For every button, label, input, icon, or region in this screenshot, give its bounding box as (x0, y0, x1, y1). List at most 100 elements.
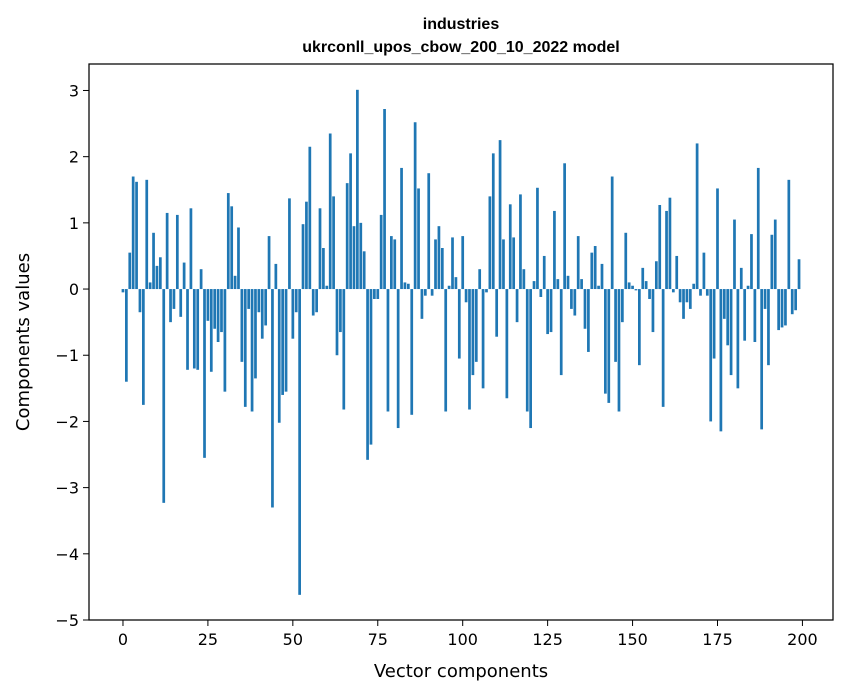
bar-67 (349, 153, 352, 290)
bar-99 (457, 289, 461, 359)
bar-78 (386, 289, 390, 412)
bar-101 (464, 289, 468, 303)
bar-22 (196, 289, 200, 370)
bar-156 (651, 289, 655, 333)
bar-83 (403, 282, 407, 290)
plot-frame (88, 63, 834, 621)
bar-148 (624, 232, 628, 290)
bar-147 (621, 289, 624, 323)
bar-48 (284, 289, 288, 392)
bar-98 (454, 277, 458, 290)
bar-75 (376, 289, 380, 299)
bar-4 (135, 181, 138, 290)
bar-55 (308, 146, 312, 290)
bar-66 (345, 183, 349, 290)
bar-30 (223, 289, 227, 392)
bar-180 (733, 219, 736, 290)
bar-3 (131, 176, 135, 290)
bar-170 (699, 289, 702, 296)
bar-64 (339, 289, 342, 333)
bar-153 (641, 267, 645, 290)
bar-117 (519, 194, 522, 290)
bar-84 (406, 283, 410, 290)
bar-135 (580, 279, 583, 290)
bar-82 (400, 167, 403, 290)
bar-187 (756, 167, 760, 290)
x-tick-label: 200 (787, 630, 818, 649)
bar-127 (553, 210, 556, 290)
bar-47 (281, 289, 284, 395)
bar-88 (420, 289, 424, 319)
bar-115 (512, 237, 516, 290)
bar-19 (186, 289, 189, 370)
bar-137 (587, 289, 590, 352)
bar-65 (342, 289, 346, 410)
bar-71 (362, 251, 366, 290)
bar-173 (709, 289, 713, 422)
bar-97 (451, 237, 454, 290)
bar-60 (325, 285, 329, 290)
bar-110 (495, 289, 499, 337)
bar-178 (726, 289, 730, 346)
bar-181 (736, 289, 740, 389)
bar-126 (549, 289, 553, 333)
bar-141 (600, 263, 604, 290)
bar-144 (610, 176, 614, 290)
bar-90 (427, 173, 431, 290)
bar-114 (508, 204, 512, 290)
bar-100 (461, 236, 465, 290)
bar-16 (175, 214, 179, 290)
bar-189 (763, 289, 767, 309)
bar-74 (373, 289, 376, 299)
bar-27 (213, 289, 217, 329)
x-tick-label: 100 (447, 630, 478, 649)
y-axis: −5 −4 −3 −2 −1 0 1 2 3 (55, 81, 89, 630)
bar-145 (614, 289, 617, 362)
bar-160 (665, 210, 668, 290)
bar-35 (240, 289, 244, 362)
y-tick-label: −2 (55, 412, 79, 431)
y-tick-label: 1 (69, 214, 79, 233)
bar-163 (675, 255, 679, 290)
bar-146 (617, 289, 621, 412)
bar-165 (682, 289, 685, 319)
bar-92 (434, 239, 437, 290)
bar-183 (743, 289, 747, 341)
bar-174 (712, 289, 716, 359)
bar-171 (702, 252, 706, 290)
bar-39 (254, 289, 257, 379)
bar-2 (128, 252, 132, 290)
bar-69 (356, 89, 359, 290)
x-tick-label: 50 (283, 630, 303, 649)
bar-138 (590, 252, 594, 290)
bar-80 (393, 239, 397, 290)
bar-50 (291, 289, 295, 339)
bar-166 (685, 289, 689, 303)
x-tick-label: 150 (617, 630, 648, 649)
bar-70 (359, 222, 363, 290)
bar-15 (172, 289, 176, 309)
y-tick-label: −3 (55, 479, 79, 498)
bar-24 (203, 289, 206, 458)
bar-72 (366, 289, 369, 460)
bar-112 (502, 239, 505, 290)
bar-142 (604, 289, 607, 394)
bar-7 (145, 179, 149, 290)
bar-89 (423, 289, 427, 296)
bar-177 (722, 289, 726, 319)
bar-124 (542, 255, 546, 290)
bar-17 (179, 289, 183, 317)
bar-190 (767, 289, 770, 366)
bar-149 (627, 282, 631, 290)
bar-128 (556, 279, 560, 290)
bar-13 (165, 212, 169, 290)
x-axis: 0 25 50 75 100 125 150 175 200 (118, 620, 818, 649)
bar-42 (264, 289, 268, 326)
bar-151 (634, 289, 638, 291)
bar-81 (396, 289, 400, 429)
bar-176 (719, 289, 723, 432)
bar-46 (277, 289, 281, 423)
bar-192 (773, 219, 777, 290)
bar-157 (654, 261, 658, 290)
